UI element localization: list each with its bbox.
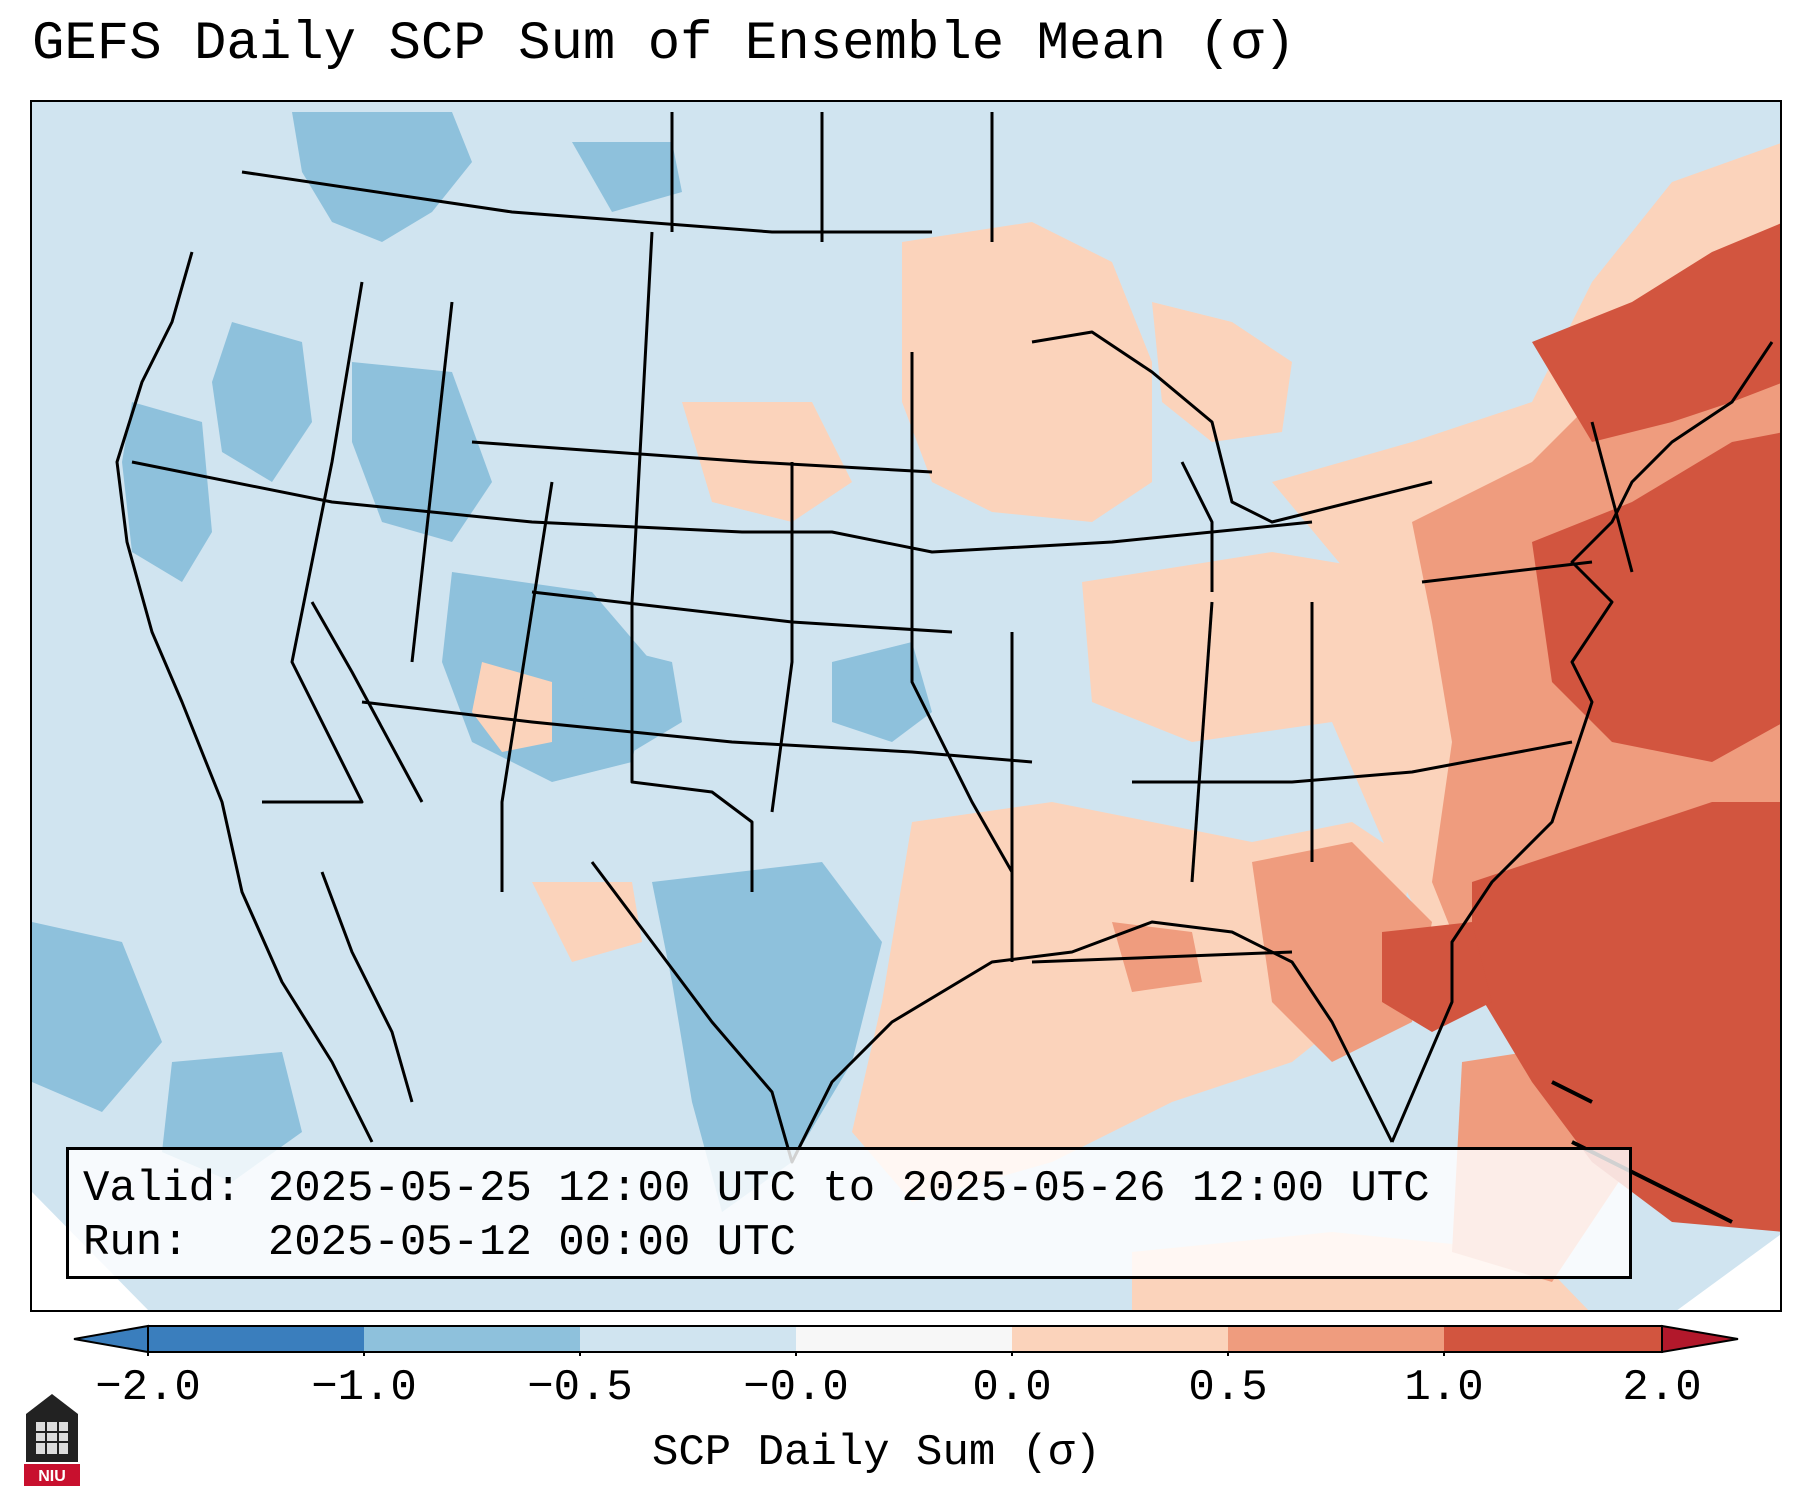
colorbar-tick-label: 0.0 (972, 1363, 1052, 1413)
colorbar-segment (1012, 1326, 1228, 1352)
colorbar-segment (796, 1326, 1012, 1352)
outside-domain-right (1677, 1234, 1780, 1310)
state-borders (115, 112, 1774, 1164)
baja-coast (320, 871, 414, 1103)
colorbar-extend-low (73, 1324, 149, 1354)
page-title: GEFS Daily SCP Sum of Ensemble Mean (σ) (32, 14, 1296, 75)
colorbar-tick-label: 2.0 (1622, 1363, 1702, 1413)
great-lakes (1031, 330, 1433, 524)
svg-text:NIU: NIU (38, 1468, 66, 1485)
colorbar-tick-label: −1.0 (311, 1363, 417, 1413)
colorbar (73, 1324, 1739, 1356)
colorbar-segment (148, 1326, 364, 1352)
colorbar-segment (1444, 1326, 1662, 1352)
colorbar-tick-label: 0.5 (1188, 1363, 1268, 1413)
gulf-coast (590, 861, 1394, 1164)
colorbar-segment (364, 1326, 580, 1352)
lake-michigan (1180, 461, 1214, 592)
colorbar-label: SCP Daily Sum (σ) (652, 1428, 1101, 1478)
colorbar-segment (1228, 1326, 1444, 1352)
colorbar-extend-high (1661, 1324, 1739, 1354)
canada-border (241, 170, 932, 234)
run-time-text: Run: 2025-05-12 00:00 UTC (83, 1218, 796, 1268)
west-coast (115, 251, 374, 1143)
east-coast (1390, 341, 1774, 1143)
niu-logo: NIU (24, 1394, 80, 1486)
positive-strong-patches (1382, 223, 1780, 1232)
map-panel (30, 100, 1782, 1312)
colorbar-tick-label: −0.0 (743, 1363, 849, 1413)
colorbar-frame (147, 1325, 1663, 1353)
colorbar-segment (580, 1326, 796, 1352)
validity-info-box: Valid: 2025-05-25 12:00 UTC to 2025-05-2… (66, 1147, 1632, 1279)
colorbar-tick-label: −2.0 (95, 1363, 201, 1413)
colorbar-tick-label: 1.0 (1404, 1363, 1484, 1413)
valid-time-text: Valid: 2025-05-25 12:00 UTC to 2025-05-2… (83, 1164, 1430, 1214)
map-canvas (32, 102, 1780, 1310)
colorbar-tick-label: −0.5 (527, 1363, 633, 1413)
